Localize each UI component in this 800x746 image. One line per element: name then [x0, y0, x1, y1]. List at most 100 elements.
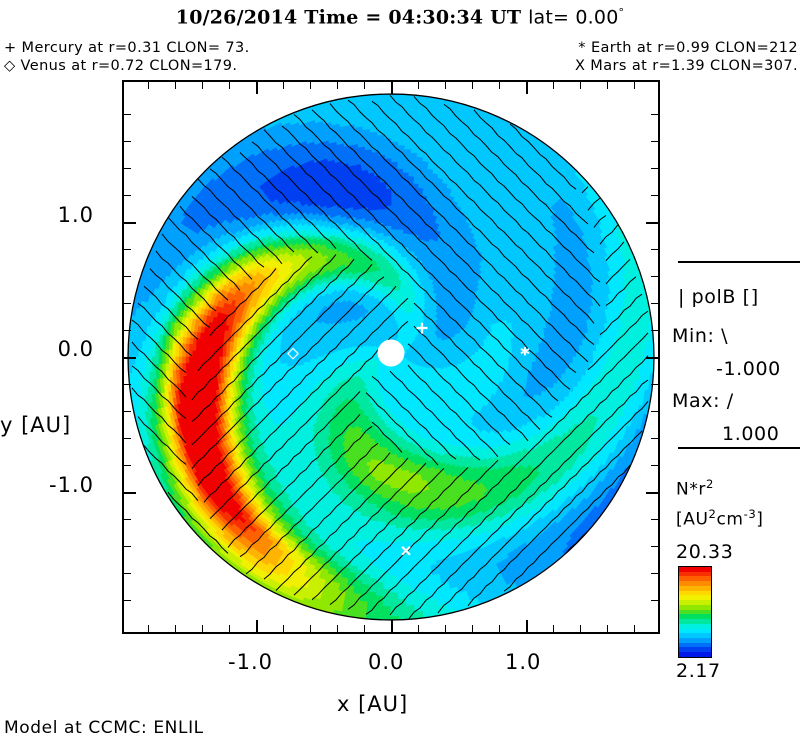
title-date: 10/26/2014 [175, 6, 298, 29]
colorbar-band-8 [679, 604, 711, 610]
y-tick [124, 518, 131, 520]
sun-marker [377, 339, 405, 367]
x-tick-top [525, 82, 528, 94]
y-axis-title: y [AU] [0, 413, 72, 437]
x-tick [202, 625, 204, 632]
y-tick-right [651, 276, 658, 278]
y-tick-right [646, 491, 658, 494]
colorbar-band-6 [679, 595, 711, 601]
x-tick-top [552, 82, 554, 89]
colorbar-band-10 [679, 614, 711, 620]
colorbar-band-3 [679, 581, 711, 586]
y-tick [124, 168, 131, 170]
y-tick-label-1: 1.0 [57, 203, 94, 227]
legend-divider-top [678, 261, 800, 263]
x-tick [148, 625, 150, 632]
y-tick [124, 141, 131, 143]
x-tick [310, 625, 312, 632]
y-tick-right [651, 383, 658, 385]
colorbar-min-label: 2.17 [676, 660, 721, 682]
x-tick-top [202, 82, 204, 89]
venus-marker: ◇ [287, 343, 299, 362]
variable-name-text: N*r [676, 479, 707, 500]
y-tick-label-0: 0.0 [57, 337, 94, 361]
model-credit: Model at CCMC: ENLIL [4, 718, 204, 738]
degree-symbol: ° [618, 6, 625, 19]
x-tick-top [175, 82, 177, 89]
units-mid: cm [716, 509, 744, 530]
x-tick [444, 625, 446, 632]
mars-marker: × [399, 541, 413, 560]
y-tick-right [651, 518, 658, 520]
x-tick [175, 625, 177, 632]
colorbar-band-17 [679, 647, 711, 653]
mercury-marker: + [414, 318, 430, 339]
x-tick [391, 620, 393, 632]
y-tick-right [651, 249, 658, 251]
x-tick [579, 625, 581, 632]
units-exponent-2: -3 [743, 507, 757, 521]
y-tick-right [651, 141, 658, 143]
colorbar-band-9 [679, 609, 711, 615]
x-tick-top [148, 82, 150, 89]
colorbar-band-14 [679, 633, 711, 639]
y-tick [124, 222, 136, 225]
colorbar-band-18 [679, 652, 711, 657]
colorbar-band-1 [679, 571, 711, 577]
title-latitude: lat= 0.00 [528, 6, 619, 29]
x-tick [364, 625, 366, 632]
colorbar-band-16 [679, 642, 711, 648]
y-tick-right [651, 572, 658, 574]
title-time: Time = 04:30:34 UT [304, 6, 522, 29]
colorbar-band-13 [679, 628, 711, 634]
y-tick [124, 249, 131, 251]
earth-position-label: * Earth at r=0.99 CLON=212 [578, 40, 798, 56]
y-tick [124, 195, 131, 197]
y-tick-right [646, 357, 658, 359]
colorbar-max-label: 20.33 [676, 541, 734, 563]
variable-exponent: 2 [706, 477, 714, 491]
y-tick [124, 383, 131, 385]
x-tick-top [337, 82, 339, 89]
y-tick [124, 410, 131, 412]
colorbar-band-0 [679, 567, 711, 572]
y-tick-label-m1: -1.0 [49, 473, 94, 497]
polarity-min-label: Min: \ [672, 325, 729, 347]
x-tick [229, 625, 231, 632]
density-colorbar [678, 566, 712, 658]
x-tick [337, 625, 339, 632]
y-tick [124, 572, 131, 574]
y-tick-right [651, 545, 658, 547]
y-tick-right [651, 168, 658, 170]
y-tick [124, 545, 131, 547]
x-tick [606, 625, 608, 632]
y-tick-right [651, 195, 658, 197]
units-exponent-1: 2 [708, 507, 717, 521]
x-tick-top [579, 82, 581, 89]
polarity-max-value: 1.000 [722, 423, 780, 445]
colorbar-band-7 [679, 600, 711, 605]
x-tick [283, 625, 285, 632]
colorbar-band-15 [679, 638, 711, 643]
y-tick-right [651, 464, 658, 466]
y-tick [124, 303, 131, 305]
y-tick [124, 114, 131, 116]
page-title: 10/26/2014 Time = 04:30:34 UT lat= 0.00° [0, 6, 800, 28]
x-tick-top [229, 82, 231, 89]
x-tick-top [606, 82, 608, 89]
colorbar-band-12 [679, 623, 711, 629]
x-tick [471, 625, 473, 632]
colorbar-band-4 [679, 585, 711, 591]
mercury-position-label: + Mercury at r=0.31 CLON= 73. [4, 40, 250, 56]
x-tick-top [310, 82, 312, 89]
variable-name-label: N*r2 [676, 477, 714, 500]
x-tick-top [364, 82, 366, 89]
x-tick-top [498, 82, 500, 89]
y-tick-right [651, 599, 658, 601]
venus-position-label: ◇ Venus at r=0.72 CLON=179. [4, 58, 238, 74]
y-tick-right [651, 437, 658, 439]
x-tick-label-m1: -1.0 [228, 650, 273, 674]
y-tick-right [651, 114, 658, 116]
y-tick-right [651, 410, 658, 412]
x-tick [417, 625, 419, 632]
